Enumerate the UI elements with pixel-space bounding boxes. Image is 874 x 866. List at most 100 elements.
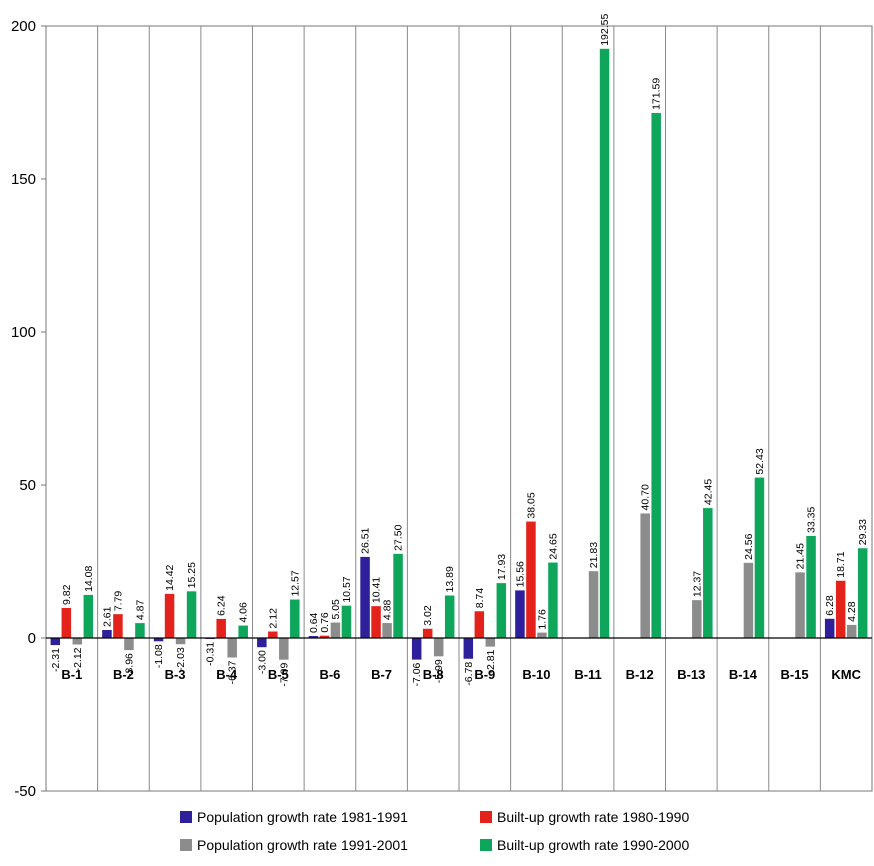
data-label: 192.55: [599, 14, 611, 46]
data-label: 8.74: [474, 588, 486, 609]
category-label: B-11: [574, 667, 601, 682]
data-label: -2.81: [485, 649, 497, 673]
bar: [526, 521, 536, 638]
data-label: 4.87: [134, 600, 146, 621]
data-label: 0.64: [308, 612, 320, 633]
category-label: B-3: [165, 667, 186, 682]
data-label: 24.56: [743, 533, 755, 559]
bar: [835, 580, 846, 638]
category-label: B-13: [677, 667, 705, 682]
bars: [50, 48, 868, 660]
bar: [227, 638, 237, 658]
bar: [485, 638, 496, 647]
bar: [330, 622, 341, 638]
category-label: B-5: [268, 667, 289, 682]
bar: [599, 48, 610, 639]
data-label: 10.41: [371, 577, 383, 603]
bar: [444, 595, 455, 638]
bar: [743, 562, 754, 638]
bar: [393, 553, 403, 638]
y-tick-label: 100: [11, 324, 36, 341]
grid-lines: [45, 25, 873, 792]
bar: [754, 477, 765, 638]
bar: [692, 600, 702, 638]
bar: [846, 624, 857, 638]
legend-swatch: [180, 839, 192, 851]
data-label: 17.93: [496, 554, 508, 580]
bar: [548, 562, 558, 638]
data-label: 13.89: [444, 566, 456, 592]
bar: [216, 618, 226, 638]
bar: [824, 618, 835, 638]
bar: [371, 606, 381, 638]
bar: [238, 625, 248, 638]
category-label: B-1: [61, 667, 82, 682]
data-label: -2.31: [50, 648, 62, 672]
category-label: B-10: [522, 667, 550, 682]
bar: [537, 632, 547, 638]
bar: [279, 638, 289, 660]
data-label: 10.57: [341, 576, 353, 602]
bar: [515, 590, 525, 638]
bar: [290, 599, 300, 638]
data-label: -7.09: [278, 663, 290, 687]
data-label: 6.24: [216, 595, 228, 616]
data-label: 15.56: [514, 561, 526, 587]
category-label: B-6: [319, 667, 340, 682]
data-label: -0.31: [205, 642, 217, 666]
bar: [135, 623, 145, 638]
bar: [651, 112, 661, 639]
bar: [319, 635, 330, 638]
bar: [268, 631, 278, 638]
y-tick-label: 150: [11, 171, 36, 188]
data-label: 26.51: [360, 527, 372, 553]
data-label: 38.05: [525, 492, 537, 518]
category-label: B-14: [729, 667, 758, 682]
legend-entry: Built-up growth rate 1990-2000: [497, 837, 689, 853]
bar: [422, 628, 433, 638]
bar: [308, 636, 319, 638]
data-label: -2.12: [72, 647, 84, 671]
bar: [341, 605, 352, 638]
bar: [795, 572, 805, 638]
legend-swatch: [480, 839, 492, 851]
bar: [153, 638, 164, 642]
bar: [102, 630, 112, 638]
bar: [257, 638, 267, 648]
bar: [640, 513, 650, 638]
data-label: 27.50: [393, 524, 405, 550]
category-label: KMC: [831, 667, 861, 682]
data-label: 6.28: [824, 595, 836, 616]
legend-entry: Built-up growth rate 1980-1990: [497, 809, 689, 825]
legend-swatch: [180, 811, 192, 823]
bar: [463, 638, 474, 659]
data-label: 5.05: [330, 599, 342, 620]
data-label: -3.00: [256, 650, 268, 674]
category-label: B-9: [474, 667, 495, 682]
bar: [806, 535, 816, 638]
data-label: 40.70: [640, 484, 652, 510]
data-label: 18.71: [835, 551, 847, 577]
bar: [496, 583, 507, 638]
legend: Population growth rate 1981-1991 Built-up…: [180, 809, 689, 853]
data-label: 4.28: [846, 601, 858, 622]
bar: [50, 638, 61, 646]
bar: [360, 556, 370, 638]
bar: [164, 593, 175, 638]
data-label: -2.03: [175, 647, 187, 671]
category-label: B-2: [113, 667, 134, 682]
bar: [411, 638, 422, 660]
data-label: 14.08: [83, 565, 95, 591]
data-label: 12.57: [289, 570, 301, 596]
bar: [113, 614, 123, 638]
category-label: B-7: [371, 667, 392, 682]
data-label: 15.25: [186, 562, 198, 588]
bar: [382, 623, 392, 638]
data-label: 2.61: [101, 606, 113, 627]
data-label: -1.08: [153, 644, 165, 668]
category-label: B-4: [216, 667, 238, 682]
data-label: 52.43: [754, 448, 766, 474]
bar: [433, 638, 444, 657]
